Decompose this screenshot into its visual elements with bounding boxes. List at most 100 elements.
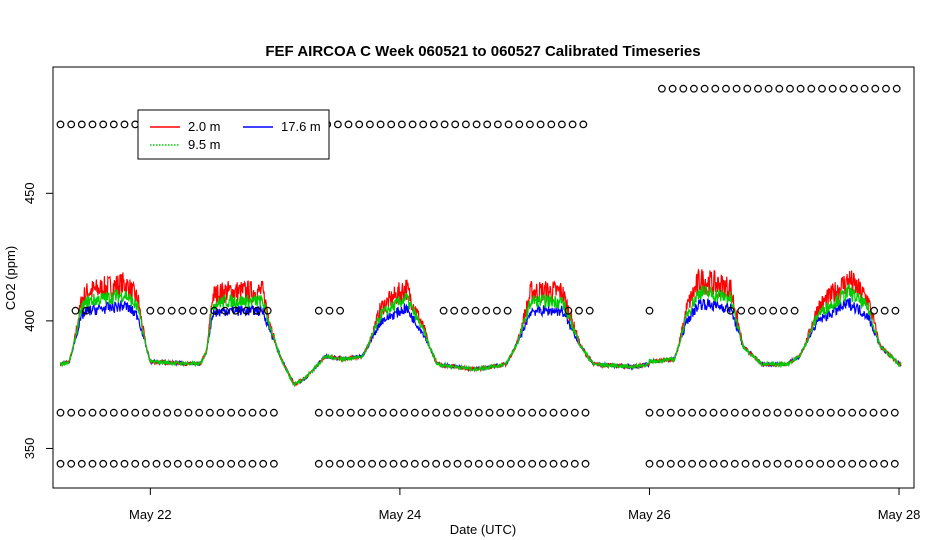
standard-point	[99, 459, 108, 468]
standard-point	[221, 306, 229, 315]
standard-point	[656, 408, 664, 417]
standard-point	[752, 459, 760, 468]
standard-point	[56, 408, 65, 417]
standard-point	[805, 459, 814, 468]
standard-point	[378, 459, 387, 468]
standard-point	[88, 408, 97, 417]
standard-point	[336, 408, 345, 417]
standard-point	[786, 84, 794, 93]
standard-point	[581, 408, 590, 417]
standard-point	[410, 459, 419, 468]
standard-point	[325, 459, 334, 468]
standard-point	[711, 84, 720, 93]
standard-point	[890, 408, 899, 417]
standard-point	[679, 84, 688, 93]
legend: 2.0 m 9.5 m 17.6 m	[137, 109, 330, 160]
standard-point	[248, 459, 257, 468]
standard-point	[336, 459, 345, 468]
standard-point	[722, 84, 730, 93]
standard-point	[88, 459, 97, 468]
standard-point	[450, 306, 459, 315]
standard-point	[709, 459, 718, 468]
standard-point	[882, 84, 890, 93]
standard-point	[536, 120, 545, 129]
standard-point	[645, 306, 654, 315]
standard-point	[826, 459, 835, 468]
standard-point	[99, 120, 108, 129]
standard-point	[538, 408, 547, 417]
standard-point	[227, 408, 236, 417]
standard-point	[690, 84, 698, 93]
standard-point	[807, 84, 816, 93]
standard-point	[560, 459, 569, 468]
standard-point	[784, 459, 793, 468]
standard-point	[453, 459, 462, 468]
standard-point	[645, 459, 654, 468]
standard-point	[366, 120, 374, 129]
standard-point	[462, 120, 470, 129]
standard-point	[743, 84, 752, 93]
standard-point	[56, 120, 65, 129]
standard-point	[216, 408, 225, 417]
standard-point	[67, 459, 76, 468]
standard-point	[205, 408, 214, 417]
standard-point	[453, 408, 462, 417]
standard-point	[784, 408, 793, 417]
standard-point	[570, 408, 579, 417]
standard-point	[357, 459, 366, 468]
standard-point	[474, 408, 483, 417]
standard-point	[762, 408, 771, 417]
standard-point	[666, 408, 675, 417]
standard-point	[368, 408, 377, 417]
standard-point	[869, 459, 878, 468]
standard-point	[270, 459, 278, 468]
standard-point	[773, 408, 782, 417]
standard-point	[184, 408, 193, 417]
standard-point	[515, 120, 524, 129]
standard-point	[485, 459, 494, 468]
standard-point	[189, 306, 197, 315]
standard-point	[336, 306, 345, 315]
standard-point	[430, 120, 438, 129]
standard-point	[741, 408, 750, 417]
standard-point	[152, 408, 161, 417]
standard-point	[570, 459, 579, 468]
standard-point	[837, 408, 846, 417]
standard-point	[752, 408, 760, 417]
standard-point	[560, 408, 569, 417]
standard-point	[826, 408, 835, 417]
standard-point	[816, 459, 825, 468]
standard-point	[141, 459, 150, 468]
standard-point	[828, 84, 837, 93]
standard-point	[741, 459, 750, 468]
standard-point	[805, 408, 814, 417]
standard-point	[109, 120, 118, 129]
standard-point	[120, 459, 129, 468]
standard-point	[71, 306, 80, 315]
standard-point	[709, 408, 718, 417]
standard-point	[439, 306, 448, 315]
standard-point	[517, 459, 526, 468]
standard-point	[816, 408, 825, 417]
standard-point	[762, 459, 771, 468]
standard-point	[493, 306, 501, 315]
standard-point	[120, 408, 129, 417]
standard-point	[400, 459, 409, 468]
standard-point	[325, 408, 334, 417]
standard-point	[408, 120, 417, 129]
standard-point	[227, 459, 236, 468]
standard-point	[794, 459, 803, 468]
standard-point	[314, 459, 323, 468]
standard-point	[538, 459, 547, 468]
standard-point	[677, 408, 686, 417]
standard-point	[688, 408, 696, 417]
standard-point	[56, 459, 65, 468]
standard-point	[726, 306, 735, 315]
standard-point	[848, 408, 857, 417]
y-axis: 350 400 450	[22, 182, 53, 459]
standard-point	[549, 459, 558, 468]
standard-point	[167, 306, 176, 315]
standard-point	[850, 84, 858, 93]
standard-point	[483, 120, 492, 129]
standard-point	[357, 408, 366, 417]
